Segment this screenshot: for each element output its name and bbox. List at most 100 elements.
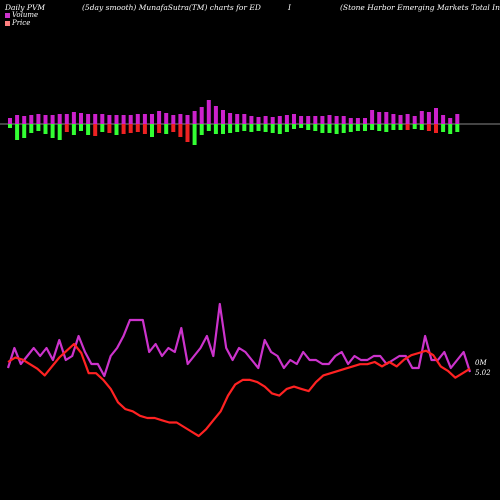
volume-up-bar [206,100,211,124]
header-fund-name: (Stone Harbor Emerging Markets Total Inc… [340,3,500,12]
volume-up-bar [377,112,382,124]
volume-down-bar [221,124,225,134]
volume-up-bar [128,115,133,124]
volume-up-bar [363,118,367,124]
volume-up-bar [107,115,112,124]
volume-up-bar [57,114,62,124]
volume-down-bar [22,124,27,138]
header-title: (5day smooth) MunafaSutra(TM) charts for… [82,3,261,12]
volume-down-bar [29,124,34,133]
volume-down-bar [327,124,332,133]
volume-up-bar [391,114,396,124]
volume-down-bar [398,124,403,130]
volume-down-bar [228,124,233,133]
volume-down-bar [277,124,282,134]
volume-down-bar [15,124,20,140]
volume-up-bar [441,115,446,124]
volume-down-bar [50,124,55,138]
volume-down-bar [213,124,218,134]
legend-price-label: Price [12,19,31,27]
volume-up-bar [434,108,438,124]
volume-down-bar [363,124,367,131]
volume-up-bar [79,113,83,124]
volume-down-bar [313,124,318,131]
volume-down-bar [36,124,41,131]
volume-down-bar [114,124,119,135]
volume-down-bar [384,124,389,132]
volume-up-bar [370,110,375,124]
volume-down-bar [8,124,12,128]
volume-up-bar [114,115,119,124]
volume-down-bar [377,124,382,131]
volume-up-bar [235,114,240,124]
price-line [7,342,471,438]
volume-up-bar [121,115,126,124]
volume-down-bar [405,124,410,130]
volume-down-bar [185,124,190,142]
volume-up-bar [419,111,424,124]
volume-down-bar [64,124,69,132]
legend-price-swatch [5,20,10,26]
volume-down-bar [206,124,211,131]
volume-down-bar [79,124,83,131]
volume-down-bar [249,124,254,132]
volume-up-bar [142,114,147,124]
volume-up-bar [164,113,169,124]
volume-up-bar [135,114,140,124]
volume-down-bar [412,124,417,129]
volume-up-bar [327,115,332,124]
volume-down-bar [306,124,311,130]
volume-down-bar [235,124,240,132]
volume-down-bar [334,124,339,134]
volume-up-bar [157,111,162,124]
volume-down-bar [71,124,76,135]
volume-up-bar [284,115,289,124]
volume-down-bar [128,124,133,133]
volume-down-bar [341,124,346,133]
volume-down-bar [370,124,375,130]
volume-down-bar [256,124,261,131]
volume-down-bar [199,124,204,135]
volume-up-bar [306,116,311,124]
volume-up-bar [50,115,55,124]
header-left-label: Daily PVM [5,3,46,12]
volume-up-bar [150,114,154,124]
volume-end-label: 0M [475,359,487,367]
volume-down-bar [263,124,268,132]
volume-up-bar [192,111,197,124]
volume-up-bar [43,115,48,124]
volume-up-bar [71,112,76,124]
volume-down-bar [178,124,183,137]
volume-up-bar [86,114,91,124]
volume-up-bar [29,115,34,124]
volume-down-bar [192,124,197,145]
volume-up-bar [398,115,403,124]
volume-up-bar [178,114,183,124]
volume-up-bar [405,114,410,124]
volume-up-bar [384,112,389,124]
volume-up-bar [299,116,304,124]
volume-up-bar [22,116,27,124]
volume-down-bar [93,124,98,136]
volume-up-bar [36,114,41,124]
volume-down-bar [86,124,91,135]
volume-up-bar [199,107,204,124]
volume-up-bar [455,114,460,124]
volume-down-bar [57,124,62,140]
volume-up-bar [412,116,417,124]
volume-up-bar [448,118,453,124]
volume-up-bar [242,114,247,124]
volume-up-bar [270,117,275,124]
volume-up-bar [185,115,190,124]
volume-up-bar [277,116,282,124]
volume-up-bar [256,117,261,124]
volume-up-bar [221,110,225,124]
volume-down-bar [455,124,460,132]
volume-down-bar [355,124,360,131]
volume-down-bar [171,124,176,132]
volume-down-bar [242,124,247,131]
volume-down-bar [135,124,140,132]
volume-up-bar [171,115,176,124]
volume-down-bar [292,124,296,129]
